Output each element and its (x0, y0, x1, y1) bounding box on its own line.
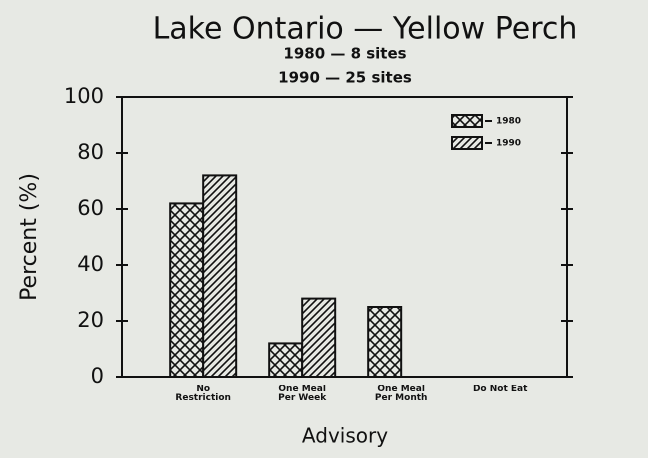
x-tick-label-box: Do Not Eat (472, 385, 528, 394)
x-tick-label-box: One Meal Per Month (374, 385, 428, 403)
x-axis-label: Advisory (302, 424, 388, 448)
bar (169, 202, 205, 378)
y-tick-label: 80 (77, 140, 104, 164)
legend-label: 1990 (496, 139, 521, 149)
x-tick-label-box: No Restriction (175, 385, 231, 403)
bar (367, 306, 403, 378)
y-tick-label: 100 (64, 84, 104, 108)
legend-swatch (451, 114, 483, 128)
legend-label: 1980 (496, 117, 521, 127)
chart-subtitle: 1980 — 8 sites (283, 45, 406, 63)
chart-subtitle: 1990 — 25 sites (278, 69, 412, 87)
legend-swatch (451, 136, 483, 150)
bar (268, 342, 304, 378)
x-tick-label: Do Not Eat (472, 385, 528, 394)
x-tick-label-box: One Meal Per Week (278, 385, 327, 403)
x-tick-label: No Restriction (175, 385, 231, 403)
x-tick-label: One Meal Per Week (278, 385, 327, 403)
y-tick-label: 40 (77, 252, 104, 276)
y-tick-label: 0 (91, 364, 104, 388)
y-axis-label: Percent (%) (17, 173, 42, 301)
bar (202, 174, 238, 378)
bar (301, 297, 337, 379)
y-tick-label: 60 (77, 196, 104, 220)
chart-title: Lake Ontario — Yellow Perch (153, 12, 578, 47)
y-tick-label: 20 (77, 308, 104, 332)
x-tick-label: One Meal Per Month (374, 385, 428, 403)
plot-frame (121, 96, 568, 378)
